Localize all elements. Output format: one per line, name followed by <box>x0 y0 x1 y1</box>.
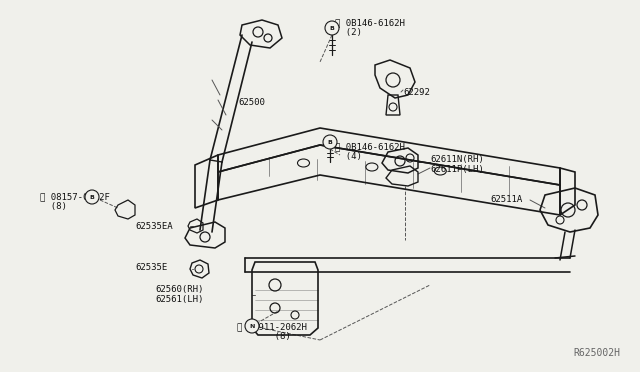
Text: B: B <box>330 26 335 31</box>
Text: R625002H: R625002H <box>573 348 620 358</box>
Text: 62611N(RH)
62611P(LH): 62611N(RH) 62611P(LH) <box>430 155 484 174</box>
Text: B: B <box>90 195 95 199</box>
Text: 62535EA: 62535EA <box>135 222 173 231</box>
Circle shape <box>85 190 99 204</box>
Circle shape <box>245 319 259 333</box>
Text: 62560(RH)
62561(LH): 62560(RH) 62561(LH) <box>155 285 204 304</box>
Text: 62500: 62500 <box>238 98 265 107</box>
Circle shape <box>325 21 339 35</box>
Text: Ⓒ 0B146-6162H
  (4): Ⓒ 0B146-6162H (4) <box>335 142 405 161</box>
Text: 62535E: 62535E <box>135 263 167 272</box>
Text: N: N <box>250 324 255 328</box>
Circle shape <box>323 135 337 149</box>
Text: B: B <box>328 140 332 144</box>
Text: Ⓝ 08911-2062H
       (8): Ⓝ 08911-2062H (8) <box>237 322 307 341</box>
Text: Ⓒ 0B146-6162H
  (2): Ⓒ 0B146-6162H (2) <box>335 18 405 38</box>
Text: 62511A: 62511A <box>490 195 522 204</box>
Text: Ⓒ 08157-0252F
  (8): Ⓒ 08157-0252F (8) <box>40 192 110 211</box>
Text: 62292: 62292 <box>403 88 430 97</box>
